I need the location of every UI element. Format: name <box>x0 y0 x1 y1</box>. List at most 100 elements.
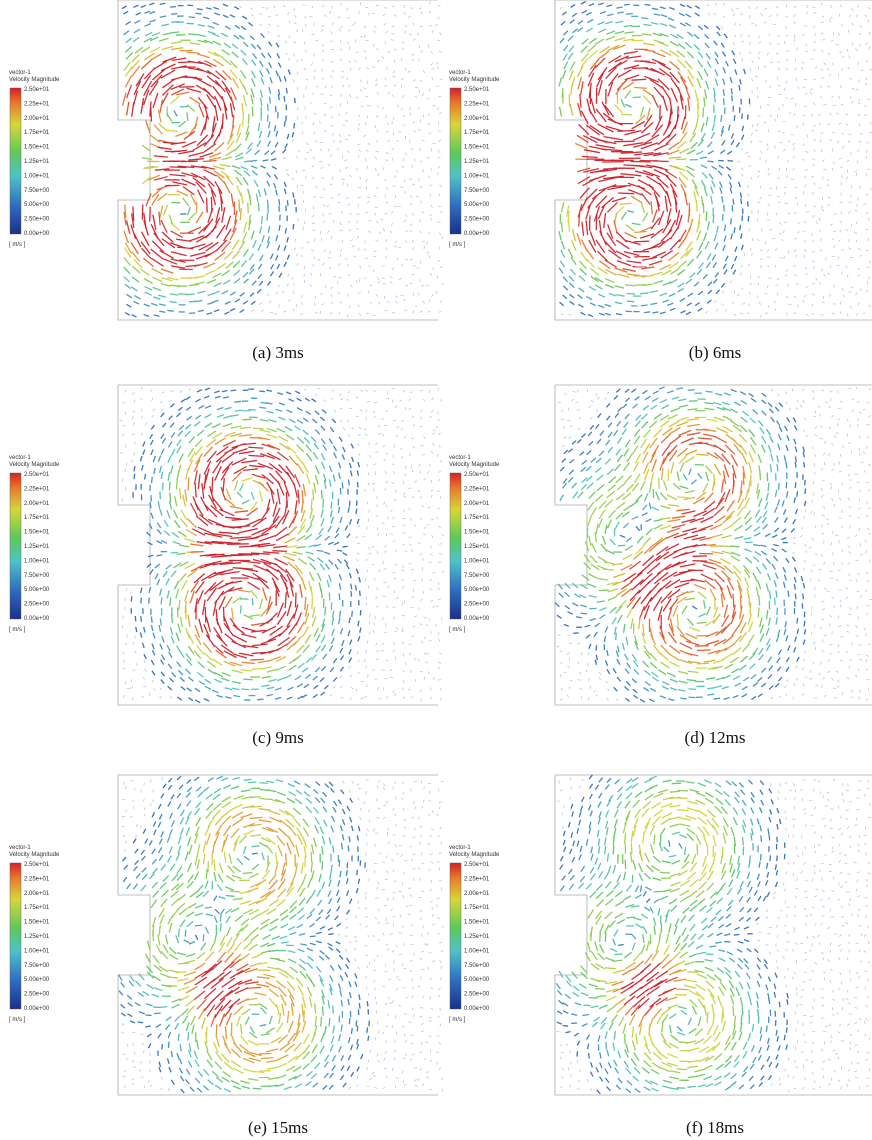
velocity-vector <box>409 399 411 401</box>
velocity-vector <box>845 229 848 231</box>
velocity-vector <box>395 564 398 566</box>
velocity-vector <box>815 426 817 428</box>
velocity-vector <box>848 498 850 501</box>
velocity-vector <box>405 407 406 410</box>
velocity-vector <box>214 391 219 393</box>
velocity-vector <box>276 409 283 411</box>
velocity-vector <box>745 518 751 525</box>
velocity-vector <box>356 416 359 417</box>
velocity-vector <box>184 539 195 543</box>
velocity-vector <box>741 199 742 205</box>
velocity-vector <box>190 552 203 553</box>
velocity-vector <box>170 302 177 303</box>
velocity-vector <box>357 214 360 215</box>
velocity-vector <box>793 418 796 423</box>
velocity-vector <box>297 59 298 62</box>
velocity-vector <box>376 49 379 51</box>
velocity-vector <box>125 248 131 258</box>
velocity-vector <box>149 693 150 696</box>
velocity-vector <box>839 51 842 52</box>
velocity-vector <box>422 140 425 142</box>
velocity-vector <box>760 428 765 434</box>
velocity-vector <box>420 187 423 188</box>
velocity-vector <box>857 482 860 483</box>
velocity-vector <box>770 62 773 63</box>
velocity-vector <box>429 640 432 641</box>
velocity-vector <box>794 250 796 252</box>
velocity-vector <box>786 4 787 7</box>
velocity-vector <box>405 68 406 71</box>
velocity-vector <box>764 66 767 67</box>
velocity-vector <box>430 687 431 690</box>
velocity-vector <box>314 685 319 689</box>
velocity-vector <box>438 588 440 590</box>
velocity-vector <box>581 652 582 655</box>
velocity-vector <box>687 171 695 177</box>
velocity-vector <box>849 291 852 292</box>
velocity-vector <box>334 658 337 663</box>
velocity-vector <box>369 302 372 303</box>
velocity-vector <box>692 606 697 609</box>
velocity-vector <box>438 166 440 168</box>
velocity-vector <box>259 407 266 408</box>
velocity-vector <box>758 57 760 59</box>
velocity-vector <box>384 502 385 505</box>
velocity-vector <box>645 5 651 6</box>
velocity-vector <box>779 483 780 490</box>
velocity-vector <box>437 17 440 19</box>
velocity-vector <box>365 258 368 259</box>
velocity-vector <box>778 202 781 204</box>
velocity-vector <box>596 645 597 651</box>
velocity-vector <box>827 523 830 525</box>
velocity-vector <box>804 25 807 26</box>
velocity-vector <box>392 223 393 226</box>
velocity-vector <box>563 70 566 79</box>
velocity-vector <box>748 185 749 188</box>
velocity-vector <box>332 389 334 391</box>
velocity-vector <box>133 37 140 42</box>
velocity-vector <box>815 525 816 528</box>
velocity-vector <box>413 121 415 124</box>
velocity-vector <box>807 5 808 8</box>
velocity-vector <box>823 296 824 299</box>
velocity-vector <box>231 426 241 428</box>
velocity-vector <box>568 408 569 411</box>
velocity-vector <box>785 192 786 195</box>
velocity-vector <box>626 698 630 701</box>
velocity-vector <box>329 592 330 600</box>
velocity-vector <box>368 519 369 522</box>
velocity-vector <box>294 23 297 24</box>
velocity-vector <box>714 417 724 421</box>
velocity-vector <box>675 583 689 588</box>
velocity-vector <box>439 185 441 187</box>
velocity-vector <box>213 7 218 9</box>
velocity-vector <box>198 190 204 203</box>
velocity-vector <box>250 590 257 598</box>
velocity-vector <box>849 515 852 517</box>
velocity-vector <box>364 278 367 280</box>
legend-label: 2.50e+01 <box>464 87 490 93</box>
velocity-vector <box>786 26 787 29</box>
velocity-vector <box>423 479 426 480</box>
velocity-vector <box>840 401 843 402</box>
velocity-vector <box>414 658 416 660</box>
velocity-vector <box>243 249 248 257</box>
velocity-vector <box>284 675 291 679</box>
velocity-vector <box>132 459 133 462</box>
velocity-vector <box>607 202 617 212</box>
velocity-vector <box>620 203 632 204</box>
velocity-vector <box>635 415 640 421</box>
velocity-vector <box>305 597 306 610</box>
velocity-vector <box>847 49 848 52</box>
velocity-vector <box>221 33 227 37</box>
velocity-vector <box>859 645 862 646</box>
velocity-vector <box>321 692 325 695</box>
velocity-vector <box>805 544 807 547</box>
velocity-vector <box>740 34 742 36</box>
velocity-vector <box>654 144 668 151</box>
velocity-vector <box>769 591 770 599</box>
velocity-vector <box>764 8 767 9</box>
velocity-vector <box>849 506 852 508</box>
velocity-vector <box>348 274 351 275</box>
velocity-vector <box>188 615 190 627</box>
